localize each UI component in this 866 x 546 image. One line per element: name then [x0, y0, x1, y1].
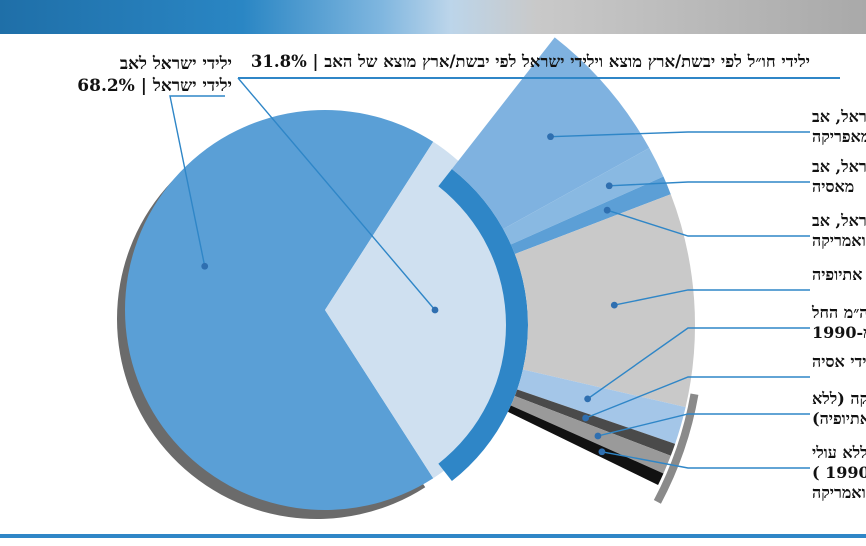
leader-dot-3 — [603, 206, 611, 214]
header-gradient-bar — [0, 0, 866, 34]
breakdown-label-6: ילידי אסיה — [812, 352, 866, 371]
leader-dot-7 — [594, 432, 602, 440]
leader-line-4 — [614, 289, 810, 306]
slice-israel-born-father-israeli — [124, 109, 434, 511]
leader-line-8 — [601, 451, 810, 469]
leader-dot-8 — [598, 448, 606, 456]
leader-dot-2 — [605, 182, 613, 190]
breakdown-slice-4 — [514, 194, 695, 408]
leader-line-3 — [606, 209, 810, 237]
breakdown-slice-3 — [510, 176, 671, 255]
breakdown-shadow — [653, 393, 699, 504]
leader-line-6 — [585, 376, 810, 419]
leader-dot-main — [201, 262, 209, 270]
leader-line-foreign — [237, 77, 436, 311]
main-slice-value-label: ילידי ישראל | 68.2% — [77, 76, 232, 96]
leader-dot-6 — [582, 414, 589, 422]
breakdown-label-8: ילידי אירופה (ללא עוליבריה״מ החלמ-1990 )… — [812, 443, 866, 502]
breakdown-label-3: ילידי ישראל, אבמאירופה ואמריקה — [812, 211, 866, 250]
breakdown-label-5: עולי בריה״מ החלמ-1990 — [811, 303, 866, 342]
leader-line-1 — [550, 131, 810, 138]
leader-dot-5 — [584, 395, 592, 403]
breakdown-label-4: עולי אתיופיה — [812, 265, 866, 284]
breakdown-slice-7 — [510, 395, 671, 474]
main-slice-label: ילידי ישראל לאב — [119, 54, 232, 74]
breakdown-band — [438, 168, 529, 482]
leader-dot-4 — [610, 301, 618, 309]
breakdown-slice-6 — [514, 389, 676, 456]
leader-line-7 — [597, 413, 810, 437]
slice-foreign-origin — [325, 141, 525, 479]
leader-dot-foreign — [431, 306, 439, 314]
breakdown-slice-1 — [451, 37, 650, 230]
leader-dot-1 — [547, 133, 554, 141]
leader-line-5 — [587, 327, 810, 400]
footer-rule — [0, 534, 866, 538]
breakdown-slice-2 — [503, 148, 664, 245]
leader-line-main — [169, 95, 225, 267]
breakdown-slice-8 — [507, 405, 664, 486]
chart-title: ילידי חו״ל לפי יבשת/ארץ מוצא וילידי ישרא… — [250, 52, 810, 71]
leader-line-2 — [609, 181, 810, 187]
